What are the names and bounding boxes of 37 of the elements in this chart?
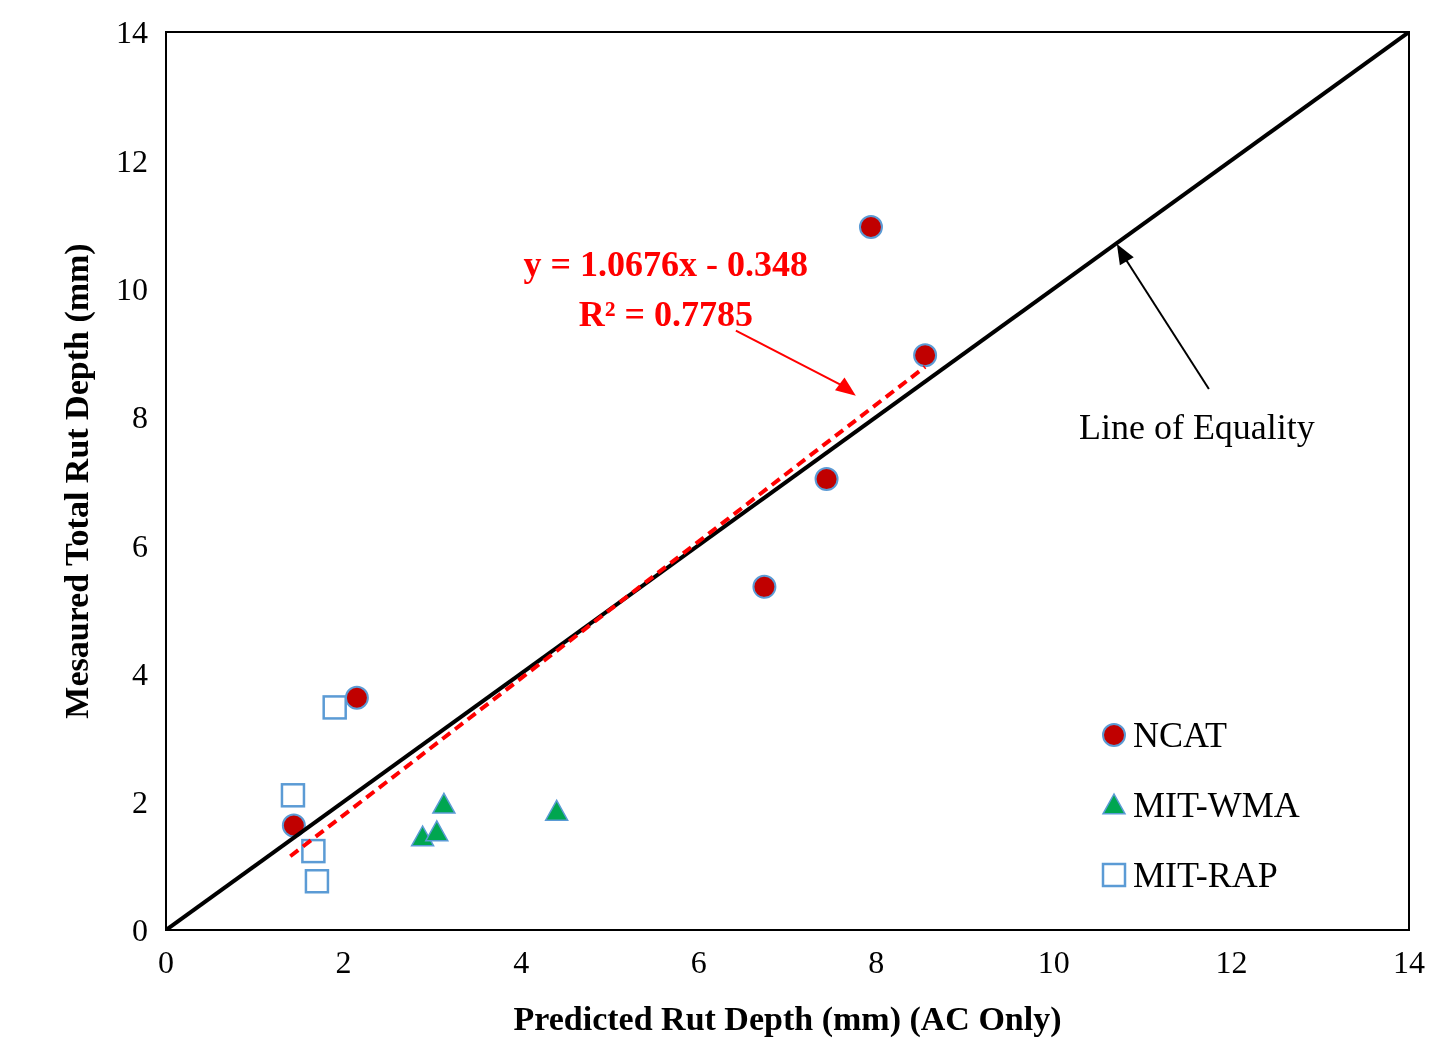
point bbox=[304, 869, 330, 894]
y-tick-label: 8 bbox=[132, 399, 148, 436]
x-tick-label: 0 bbox=[158, 943, 174, 980]
x-tick-label: 14 bbox=[1393, 943, 1425, 980]
x-tick-label: 10 bbox=[1037, 943, 1070, 980]
y-tick-label: 14 bbox=[116, 14, 148, 51]
x-tick-label: 12 bbox=[1215, 943, 1248, 980]
y-tick-label: 0 bbox=[132, 912, 148, 949]
y-tick-label: 2 bbox=[132, 784, 148, 821]
point bbox=[280, 783, 306, 808]
point bbox=[344, 685, 369, 710]
point bbox=[544, 799, 569, 821]
point bbox=[301, 838, 326, 864]
y-tick-label: 12 bbox=[116, 142, 148, 179]
point bbox=[322, 695, 347, 720]
y-tick-label: 4 bbox=[132, 655, 148, 692]
point bbox=[410, 825, 435, 847]
point bbox=[858, 214, 883, 239]
x-axis-title: Predicted Rut Depth (mm) (AC Only) bbox=[513, 1000, 1062, 1038]
x-tick-label: 6 bbox=[690, 943, 707, 980]
x-tick-label: 8 bbox=[868, 943, 885, 980]
point bbox=[814, 467, 839, 492]
y-axis-title: Mesaured Total Rut Depth (mm) bbox=[58, 243, 97, 719]
legend-label: MIT-WMA bbox=[1133, 784, 1300, 826]
y-tick-label: 6 bbox=[132, 527, 148, 564]
point bbox=[425, 820, 449, 842]
point bbox=[913, 343, 938, 368]
point bbox=[752, 574, 777, 599]
y-tick-label: 10 bbox=[116, 270, 148, 307]
legend-label: MIT-RAP bbox=[1133, 854, 1278, 896]
point bbox=[432, 792, 456, 814]
x-tick-label: 2 bbox=[335, 943, 352, 980]
x-tick-label: 4 bbox=[513, 943, 530, 980]
legend-label: NCAT bbox=[1133, 714, 1228, 756]
point bbox=[281, 813, 306, 838]
annotation: Line of Equality bbox=[1078, 406, 1315, 447]
annotation: y = 1.0676x - 0.348 R² = 0.7785 bbox=[523, 243, 809, 334]
